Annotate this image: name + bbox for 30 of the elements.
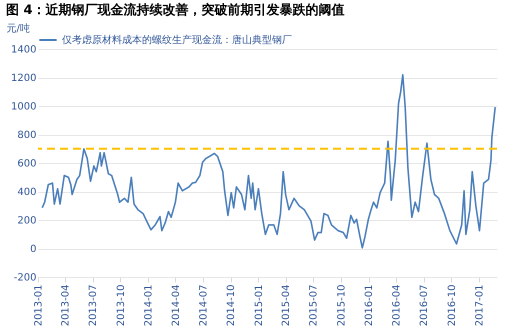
y-tick-label: 400 [17, 187, 36, 198]
x-tick-label: 2014-01 [144, 284, 155, 326]
x-tick-label: 2015-04 [281, 284, 292, 326]
x-tick-label: 2015-07 [308, 284, 320, 326]
x-tick-label: 2013-04 [60, 284, 72, 326]
x-tick-label: 2016-01 [364, 284, 376, 326]
x-tick-label: 2013-07 [88, 284, 100, 326]
x-tick-label: 2016-10 [446, 284, 458, 326]
x-tick-label: 2014-04 [170, 284, 182, 326]
y-tick-label: 1000 [11, 102, 36, 112]
y-tick-label: 0 [30, 244, 36, 255]
legend-label: 仅考虑原材料成本的螺纹生产现金流：唐山典型钢厂 [62, 34, 292, 46]
y-tick-label: 1200 [11, 73, 36, 84]
x-tick-label: 2014-10 [226, 284, 238, 326]
x-tick-label: 2016-04 [392, 284, 403, 326]
y-tick-label: 200 [17, 216, 36, 226]
x-tick-label: 2013-01 [34, 284, 44, 326]
x-tick-label: 2017-01 [474, 284, 486, 326]
y-tick-label: -200 [14, 272, 36, 284]
x-tick-label: 2016-07 [419, 284, 430, 326]
x-tick-label: 2015-01 [254, 284, 265, 326]
chart-title: 图 4：近期钢厂现金流持续改善，突破前期引发暴跌的阈值 [6, 2, 345, 18]
x-tick-label: 2014-07 [198, 284, 210, 326]
y-tick-label: 1400 [11, 44, 36, 56]
y-tick-label: 800 [17, 130, 36, 141]
line-series [41, 74, 496, 249]
x-tick-label: 2013-10 [116, 284, 127, 326]
y-tick-label: 600 [17, 158, 36, 170]
x-tick-label: 2015-10 [336, 284, 348, 326]
y-axis-title: 元/吨 [6, 22, 30, 34]
